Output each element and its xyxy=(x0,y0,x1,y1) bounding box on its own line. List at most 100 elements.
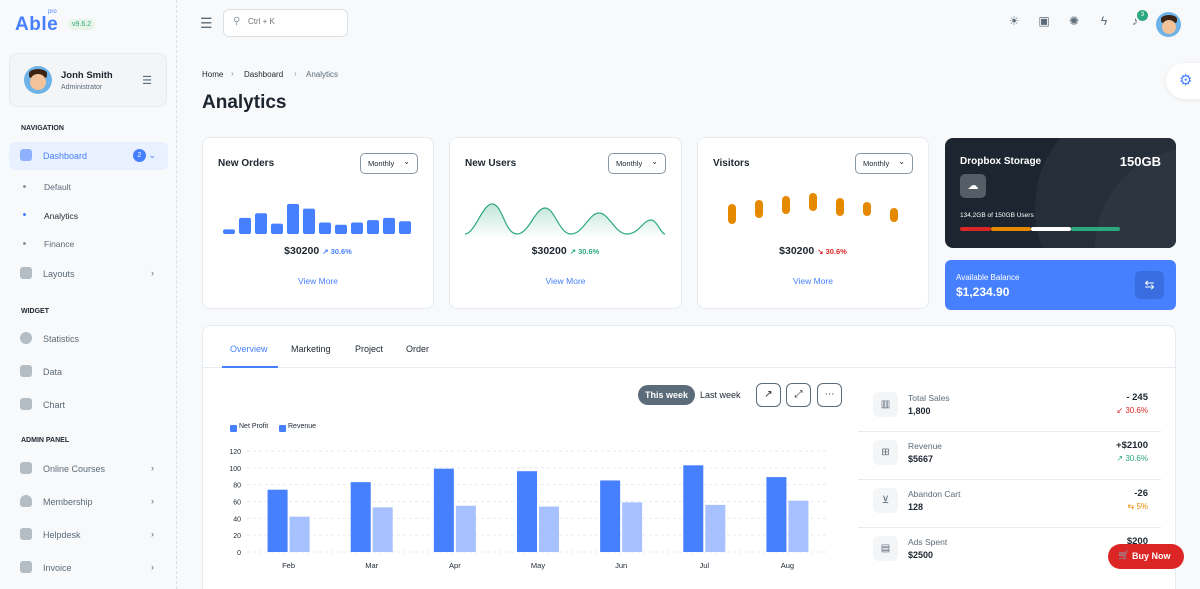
sparkline-bar xyxy=(287,204,299,234)
view-more-link[interactable]: View More xyxy=(545,276,586,286)
sidebar-item-helpdesk[interactable]: Helpdesk › xyxy=(9,521,168,549)
x-tick-label: Apr xyxy=(449,561,461,570)
sidebar-item-label: Layouts xyxy=(43,269,75,279)
cart-icon: 🛒 xyxy=(1118,550,1130,560)
storage-size: 150GB xyxy=(1119,154,1161,169)
overview-card: Overview Marketing Project Order This we… xyxy=(202,325,1176,589)
sidebar-item-membership[interactable]: Membership › xyxy=(9,488,168,516)
statistics-icon xyxy=(20,332,32,344)
y-tick-label: 0 xyxy=(237,550,241,557)
stat-value: 128 xyxy=(908,502,924,512)
view-more-link[interactable]: View More xyxy=(298,276,338,286)
sidebar-item-label: Online Courses xyxy=(43,464,106,474)
section-widget: WIDGET xyxy=(21,308,49,315)
more-options-icon[interactable]: ⋯ xyxy=(817,383,842,407)
available-balance-card: Available Balance $1,234.90 ⇆ xyxy=(945,260,1176,310)
chevron-down-icon: ⌄ xyxy=(148,150,156,160)
tab-project[interactable]: Project xyxy=(355,344,384,354)
balance-value: $1,234.90 xyxy=(956,285,1010,299)
kpi-title: Visitors xyxy=(713,158,750,169)
bullet-icon xyxy=(23,242,26,245)
stat-pct: ↙ 30.6% xyxy=(1116,406,1148,415)
y-tick-label: 80 xyxy=(233,483,241,490)
period-label: Monthly xyxy=(368,159,395,168)
sidebar-item-label: Helpdesk xyxy=(43,530,81,540)
transfer-icon[interactable]: ⇆ xyxy=(1135,271,1164,299)
stat-label: Revenue xyxy=(908,441,943,451)
section-admin-panel: ADMIN PANEL xyxy=(21,437,70,444)
stat-change: $200 xyxy=(1126,536,1148,547)
stat-change: - 245 xyxy=(1126,392,1148,403)
kpi-value-row: $30200 ↗ 30.6% xyxy=(450,245,681,257)
flash-icon[interactable]: ϟ xyxy=(1100,14,1108,28)
sidebar-item-chart[interactable]: Chart xyxy=(9,391,168,419)
kpi-card-visitors: Visitors Monthly ⌄ $30200 ↘ 30.6% View Mor… xyxy=(697,137,929,309)
language-icon[interactable]: ▣ xyxy=(1038,14,1050,28)
storage-segment xyxy=(1031,227,1071,231)
theme-sun-icon[interactable]: ☀ xyxy=(1008,14,1020,28)
sidebar-subitem-default[interactable]: Default xyxy=(44,182,71,192)
search-input[interactable] xyxy=(248,17,338,26)
legend-swatch-net-profit xyxy=(230,425,237,432)
storage-segment xyxy=(960,227,991,231)
period-dropdown[interactable]: Monthly ⌄ xyxy=(608,153,666,174)
breadcrumb-dashboard[interactable]: Dashboard xyxy=(244,70,284,79)
stat-change: -26 xyxy=(1134,488,1148,499)
sidebar-item-label: Statistics xyxy=(43,334,80,344)
x-tick-label: Jul xyxy=(699,561,709,570)
sidebar-item-data[interactable]: Data xyxy=(9,358,168,386)
user-avatar xyxy=(24,66,52,94)
sidebar-item-label: Data xyxy=(43,367,63,377)
sparkline-bar xyxy=(383,217,395,234)
sidebar-item-statistics[interactable]: Statistics xyxy=(9,325,168,353)
sidebar-subitem-finance[interactable]: Finance xyxy=(44,239,75,249)
this-week-button[interactable]: This week xyxy=(638,385,696,405)
sidebar-subitem-analytics[interactable]: Analytics xyxy=(44,211,79,221)
bar-net-profit xyxy=(766,477,787,552)
bar-revenue xyxy=(289,516,310,552)
stat-change: +$2100 xyxy=(1116,440,1148,451)
last-week-button[interactable]: Last week xyxy=(700,390,741,400)
user-card[interactable]: Jonh Smith Administrator ☰ xyxy=(9,53,167,107)
view-more-link[interactable]: View More xyxy=(793,276,833,286)
breadcrumb-home[interactable]: Home xyxy=(202,70,224,79)
chevron-down-icon: ⌄ xyxy=(651,157,658,166)
profile-avatar[interactable] xyxy=(1156,12,1181,37)
menu-toggle-icon[interactable]: ☰ xyxy=(200,15,213,31)
storage-segment xyxy=(991,227,1031,231)
period-dropdown[interactable]: Monthly ⌄ xyxy=(855,153,913,174)
breadcrumb-current: Analytics xyxy=(306,70,339,79)
sparkline-bar xyxy=(351,222,363,234)
tab-overview[interactable]: Overview xyxy=(230,344,268,354)
sidebar-item-dashboard[interactable]: Dashboard 2 ⌄ xyxy=(9,142,168,170)
bar-net-profit xyxy=(433,468,454,552)
sidebar-item-online-courses[interactable]: Online Courses › xyxy=(9,455,168,483)
kpi-value: $30200 xyxy=(779,245,815,257)
period-dropdown[interactable]: Monthly ⌄ xyxy=(360,153,418,174)
y-tick-label: 60 xyxy=(233,500,241,507)
bar-revenue xyxy=(788,500,809,552)
bullet-icon xyxy=(23,185,26,188)
tab-marketing[interactable]: Marketing xyxy=(291,344,331,354)
orders-bar-sparkline xyxy=(223,204,411,234)
sidebar-item-label: Chart xyxy=(43,400,66,410)
user-menu-icon[interactable]: ☰ xyxy=(142,75,152,87)
dashboard-count-badge: 2 xyxy=(133,149,146,162)
bar-revenue xyxy=(705,504,726,552)
external-link-icon[interactable]: ↗ xyxy=(756,383,781,407)
customizer-gear-icon[interactable]: ⚙ xyxy=(1166,63,1200,99)
user-role: Administrator xyxy=(61,84,103,91)
y-tick-label: 20 xyxy=(233,533,241,540)
search-box[interactable]: ⚲ xyxy=(223,9,348,37)
version-badge: v9.6.2 xyxy=(68,19,96,30)
brand-logo[interactable]: Able xyxy=(15,14,59,35)
buy-now-button[interactable]: 🛒 Buy Now xyxy=(1108,544,1184,569)
sidebar-item-layouts[interactable]: Layouts › xyxy=(9,260,168,288)
stat-pct-value: 5% xyxy=(1136,502,1148,511)
tab-order[interactable]: Order xyxy=(406,344,430,354)
notification-bell-icon[interactable]: ♪ xyxy=(1132,14,1138,28)
sidebar-item-invoice[interactable]: Invoice › xyxy=(9,554,168,582)
settings-icon[interactable]: ✺ xyxy=(1068,14,1080,28)
expand-icon[interactable]: ⤢ xyxy=(786,383,811,407)
kpi-value-row: $30200 ↘ 30.6% xyxy=(698,245,928,257)
